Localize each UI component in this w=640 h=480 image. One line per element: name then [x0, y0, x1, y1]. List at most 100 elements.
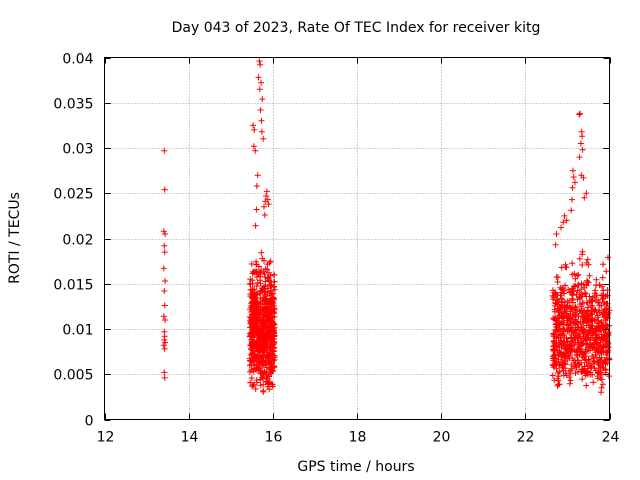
y-tick-label: 0.04 — [62, 52, 93, 68]
data-point — [267, 323, 274, 330]
data-point — [551, 289, 558, 296]
data-point — [555, 356, 562, 363]
data-point — [553, 323, 560, 330]
data-point — [599, 381, 606, 388]
data-point — [252, 355, 259, 362]
data-point — [576, 289, 583, 296]
data-point — [596, 361, 603, 368]
data-point — [161, 374, 168, 381]
data-point — [569, 355, 576, 361]
data-point — [257, 280, 264, 287]
data-point — [264, 375, 271, 382]
data-point — [256, 58, 263, 65]
data-point — [161, 336, 168, 343]
data-point — [260, 135, 267, 142]
y-tick-label: 0.01 — [62, 323, 93, 339]
data-point — [268, 317, 275, 324]
data-point — [583, 259, 590, 266]
data-point — [250, 356, 256, 363]
data-point — [253, 341, 260, 348]
data-point — [576, 255, 583, 262]
data-point — [262, 320, 269, 327]
data-point — [551, 377, 558, 384]
data-point — [575, 271, 582, 278]
data-point — [264, 266, 271, 273]
data-point — [551, 302, 558, 309]
data-point — [246, 306, 253, 313]
data-point — [161, 147, 168, 154]
data-point — [577, 294, 584, 301]
data-point — [566, 380, 573, 387]
data-point — [269, 354, 276, 361]
data-point — [160, 342, 167, 349]
data-point — [590, 330, 597, 337]
data-point — [253, 298, 260, 305]
data-point — [594, 312, 601, 319]
data-point — [553, 297, 560, 304]
data-point — [562, 308, 569, 315]
data-point — [560, 319, 567, 326]
data-point — [584, 256, 591, 263]
data-point — [259, 337, 266, 344]
data-point — [260, 381, 267, 388]
data-point — [263, 188, 270, 195]
data-point — [549, 372, 556, 379]
y-tick-label: 0.015 — [53, 278, 93, 294]
data-point — [553, 231, 560, 237]
data-point — [564, 315, 570, 322]
data-point — [559, 332, 566, 339]
x-tick-labels: 12 14 16 18 20 22 24 — [97, 430, 620, 446]
data-point — [253, 268, 260, 275]
data-point — [254, 172, 261, 179]
data-point — [265, 201, 272, 208]
data-point — [589, 316, 596, 323]
data-point — [572, 179, 578, 186]
data-point — [584, 279, 591, 286]
data-point — [603, 331, 610, 338]
data-point — [595, 365, 602, 372]
data-point — [271, 344, 278, 351]
data-point — [550, 357, 557, 364]
data-point — [569, 271, 576, 278]
data-point — [550, 330, 557, 337]
x-tick-label: 24 — [602, 430, 620, 446]
data-point — [558, 224, 565, 231]
data-point — [259, 96, 266, 103]
data-point — [563, 372, 570, 379]
x-tick-label: 16 — [265, 430, 283, 446]
data-point — [558, 341, 564, 348]
data-point — [560, 219, 567, 226]
data-point — [588, 307, 595, 314]
data-point — [569, 299, 576, 306]
data-point — [596, 335, 603, 342]
data-point — [249, 280, 256, 287]
data-point — [602, 335, 609, 341]
x-tick-label: 14 — [181, 430, 199, 446]
data-point — [249, 343, 256, 350]
data-point — [161, 249, 168, 256]
data-point — [571, 341, 578, 348]
data-point — [248, 261, 255, 267]
y-tick-label: 0.025 — [53, 187, 93, 203]
data-point — [268, 352, 275, 359]
data-point — [568, 207, 575, 214]
data-point — [248, 375, 255, 382]
data-point — [601, 305, 608, 312]
data-point — [550, 338, 557, 345]
data-point — [556, 315, 563, 322]
data-point — [583, 382, 590, 389]
data-point — [590, 379, 597, 386]
data-point — [589, 323, 596, 330]
data-point — [600, 295, 607, 302]
data-points — [160, 58, 613, 396]
data-point — [569, 337, 576, 344]
data-point — [257, 314, 264, 321]
data-point — [266, 259, 273, 266]
x-tick-label: 22 — [517, 430, 535, 446]
data-point — [579, 262, 586, 268]
data-point — [562, 282, 569, 289]
data-point — [258, 307, 264, 314]
data-point — [562, 358, 568, 365]
data-point — [253, 361, 260, 368]
